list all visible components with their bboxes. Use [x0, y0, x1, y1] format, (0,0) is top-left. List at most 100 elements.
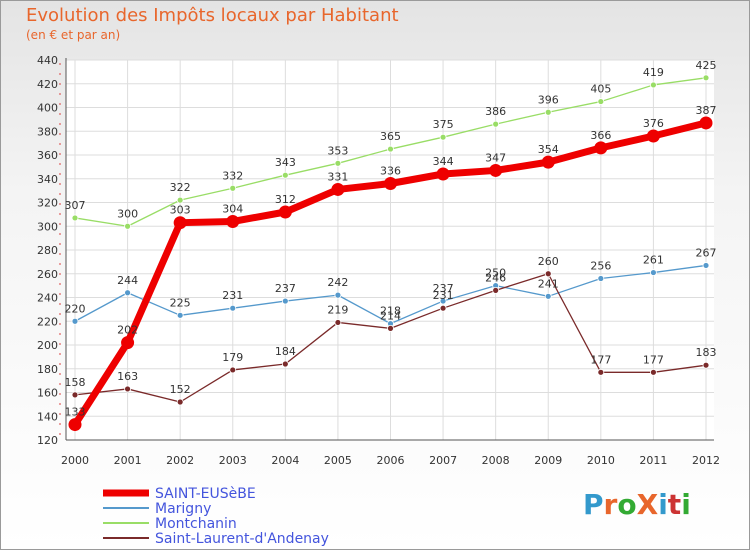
data-point: [597, 98, 605, 105]
data-point: [544, 108, 552, 116]
data-point: [281, 171, 289, 179]
data-label: 322: [170, 181, 191, 194]
data-point: [176, 398, 184, 406]
data-point: [387, 324, 394, 332]
data-label: 218: [380, 305, 401, 318]
data-label: 336: [380, 165, 401, 178]
data-point: [439, 297, 447, 305]
y-tick-label: 420: [37, 78, 58, 91]
x-tick-label: 2004: [271, 454, 299, 467]
x-tick-label: 2000: [61, 454, 89, 467]
logo-letter: r: [603, 488, 618, 521]
x-tick-label: 2006: [377, 454, 405, 467]
data-label: 202: [117, 324, 138, 337]
x-tick-label: 2009: [534, 454, 562, 467]
data-label: 231: [222, 289, 243, 302]
data-label: 419: [643, 66, 664, 79]
data-point: [71, 214, 79, 222]
data-point: [702, 74, 710, 82]
data-point: [699, 116, 713, 130]
x-tick-label: 2002: [166, 454, 194, 467]
data-label: 152: [170, 383, 191, 396]
data-point: [594, 141, 608, 155]
data-label: 237: [275, 282, 296, 295]
y-tick-label: 240: [37, 292, 58, 305]
data-label: 347: [485, 151, 506, 164]
data-point: [702, 262, 710, 269]
data-label: 237: [433, 282, 454, 295]
data-point: [124, 385, 131, 393]
data-point: [331, 182, 345, 196]
data-label: 250: [485, 267, 506, 280]
data-label: 177: [590, 353, 611, 366]
y-tick-label: 440: [37, 54, 58, 67]
data-point: [121, 336, 135, 350]
data-label: 304: [222, 203, 243, 216]
data-label: 244: [117, 274, 138, 287]
data-point: [176, 196, 184, 204]
data-label: 375: [433, 118, 454, 131]
x-tick-label: 2007: [429, 454, 457, 467]
data-label: 312: [275, 193, 296, 206]
data-label: 396: [538, 93, 559, 106]
data-point: [334, 291, 342, 299]
y-tick-label: 120: [37, 434, 58, 447]
data-label: 353: [327, 144, 348, 157]
data-label: 184: [275, 345, 296, 358]
data-label: 183: [696, 346, 717, 359]
y-tick-label: 400: [37, 102, 58, 115]
data-label: 300: [117, 207, 138, 220]
data-label: 425: [696, 59, 717, 72]
data-point: [124, 222, 131, 230]
data-label: 387: [696, 104, 717, 117]
y-tick-label: 280: [37, 244, 58, 257]
data-point: [68, 418, 82, 432]
data-point: [439, 304, 447, 312]
data-label: 246: [485, 271, 506, 284]
logo-letter: P: [583, 488, 604, 521]
data-point: [281, 297, 289, 305]
data-point: [436, 167, 450, 181]
y-tick-label: 260: [37, 268, 58, 281]
data-label: 241: [538, 277, 559, 290]
data-label: 242: [327, 276, 348, 289]
data-point: [71, 391, 79, 399]
data-label: 331: [327, 170, 348, 183]
data-point: [334, 159, 342, 167]
data-point: [229, 184, 237, 192]
y-tick-label: 380: [37, 125, 58, 138]
x-tick-label: 2011: [639, 454, 667, 467]
data-point: [544, 292, 552, 300]
data-point: [281, 360, 289, 368]
data-point: [702, 361, 710, 369]
data-label: 344: [433, 155, 454, 168]
data-label: 219: [327, 303, 348, 316]
proxiti-logo: ProXiti: [583, 488, 691, 521]
data-point: [492, 286, 500, 294]
data-point: [334, 319, 342, 326]
data-point: [384, 177, 397, 190]
data-point: [597, 368, 605, 376]
data-label: 179: [222, 351, 243, 364]
logo-letter: X: [636, 488, 659, 521]
data-point: [173, 216, 187, 230]
logo-letter: i: [681, 488, 691, 521]
data-label: 343: [275, 156, 296, 169]
chart-subtitle: (en € et par an): [26, 28, 121, 42]
legend-label: SAINT-EUSèBE: [155, 486, 256, 502]
x-tick-label: 2005: [324, 454, 352, 467]
data-label: 386: [485, 105, 506, 118]
y-tick-label: 300: [37, 220, 58, 233]
data-point: [226, 215, 240, 228]
data-point: [650, 269, 657, 276]
y-tick-label: 220: [37, 315, 58, 328]
data-label: 267: [696, 246, 717, 259]
data-label: 163: [117, 370, 138, 383]
data-point: [278, 205, 292, 219]
data-point: [176, 311, 184, 319]
data-label: 303: [170, 204, 191, 217]
x-tick-label: 2010: [587, 454, 615, 467]
data-label: 365: [380, 130, 401, 143]
legend-label: Marigny: [155, 501, 211, 517]
